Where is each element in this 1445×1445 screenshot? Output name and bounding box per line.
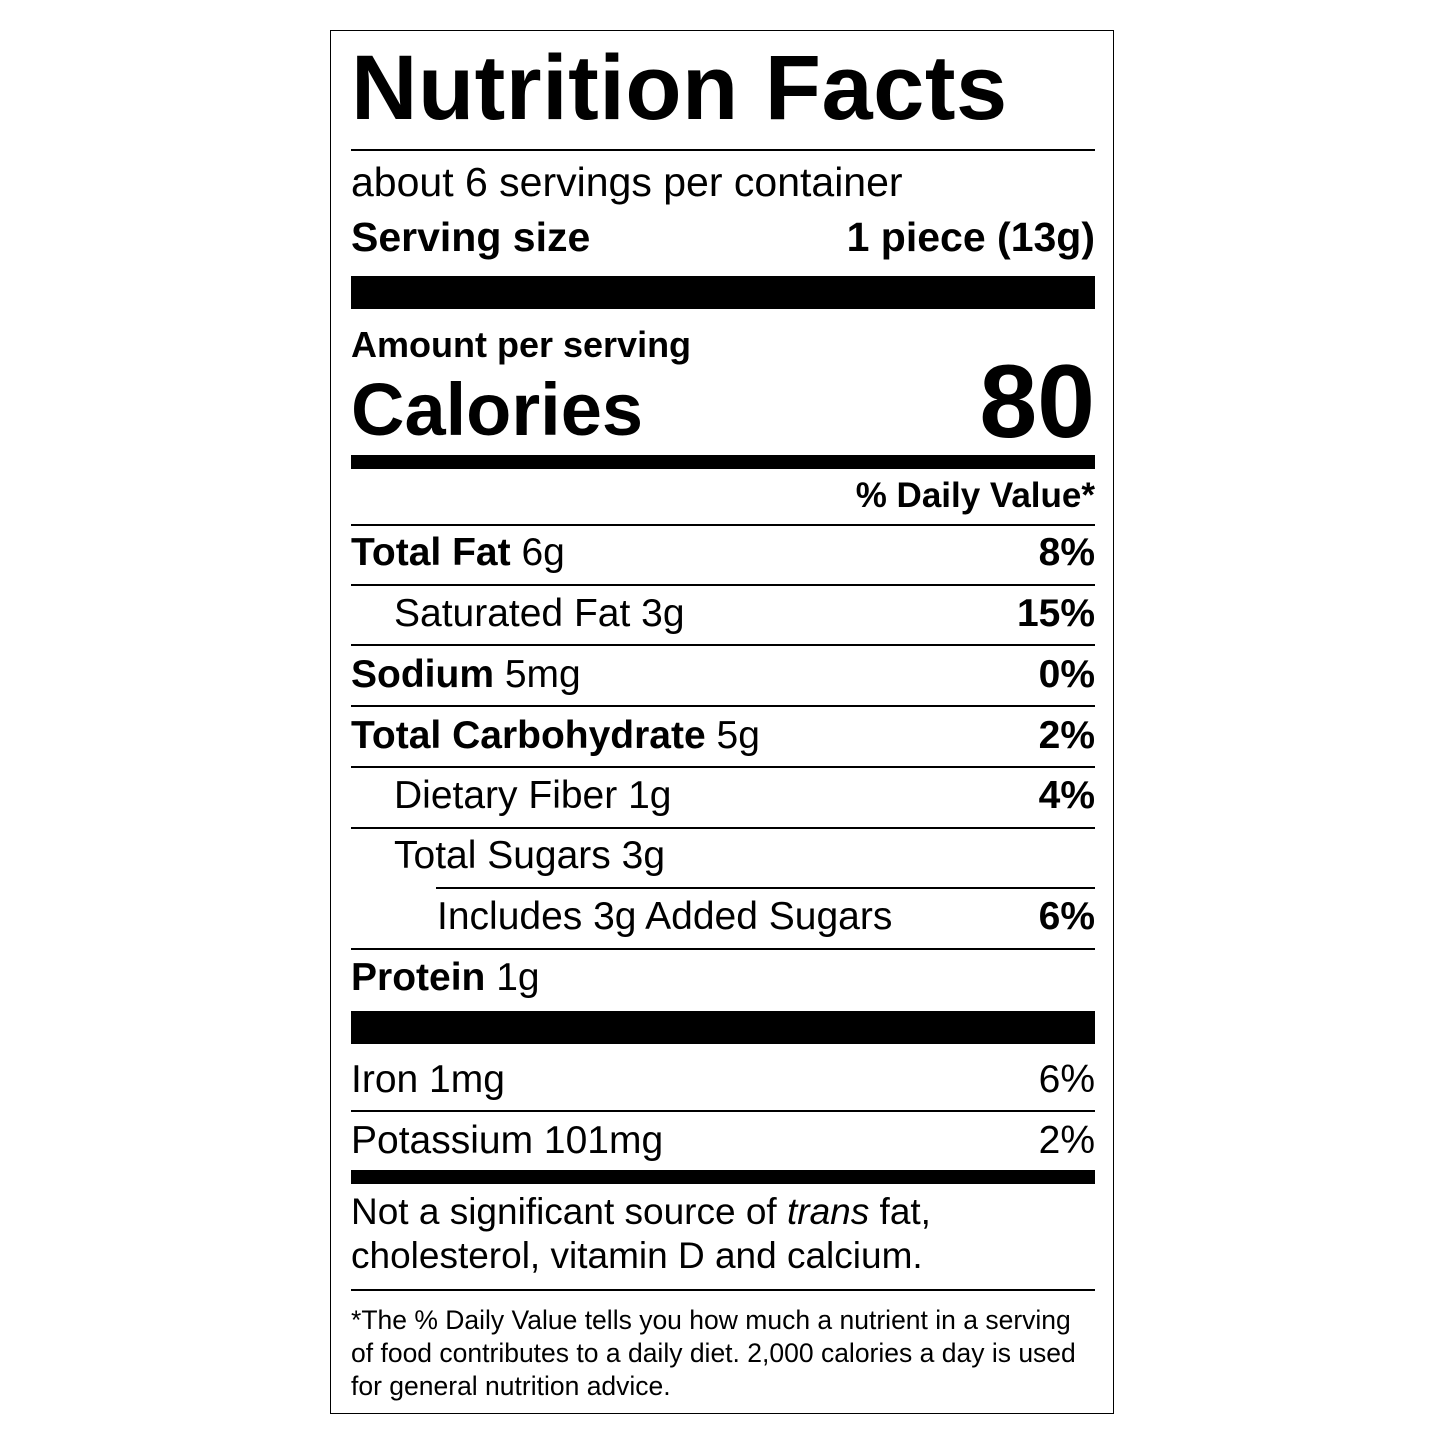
nutrient-dv: 6% — [1038, 895, 1095, 938]
nutrient-amount: 5g — [716, 714, 760, 757]
nutrient-dv: 8% — [1038, 531, 1095, 574]
nutrient-dv: 4% — [1038, 774, 1095, 817]
serving-size-label: Serving size — [351, 214, 591, 260]
nutrient-amount: 6g — [521, 531, 565, 574]
divider — [351, 149, 1095, 151]
mineral-name: Potassium 101mg — [351, 1119, 664, 1162]
divider — [351, 644, 1095, 646]
nutrition-label — [330, 30, 1114, 1414]
divider — [351, 766, 1095, 768]
nutrient-dv: 0% — [1038, 653, 1095, 696]
nutrient-name: Dietary Fiber — [394, 774, 618, 817]
divider — [351, 1110, 1095, 1112]
daily-value-header: % Daily Value* — [855, 476, 1095, 515]
divider — [351, 948, 1095, 950]
nutrient-name: Total Carbohydrate — [351, 714, 706, 757]
amount-per-serving: Amount per serving — [351, 324, 692, 365]
nutrient-amount: 1g — [496, 956, 540, 999]
mineral-row-iron: Iron 1mg 6% — [351, 1050, 1095, 1110]
nutrient-row-total-sugars: Total Sugars 3g — [351, 826, 1095, 886]
nutrient-dv: 15% — [1016, 592, 1095, 635]
nutrient-row-total-fat: Total Fat 6g 8% — [351, 523, 1095, 583]
serving-size-row: Serving size 1 piece (13g) — [351, 212, 1095, 262]
medium-bar — [351, 1170, 1095, 1184]
mineral-dv: 2% — [1038, 1119, 1095, 1162]
calories-row: Calories 80 — [351, 350, 1095, 454]
nutrient-amount: 1g — [628, 774, 672, 817]
servings-per-container: about 6 servings per container — [351, 159, 903, 205]
mineral-row-potassium: Potassium 101mg 2% — [351, 1111, 1095, 1171]
thick-bar — [351, 276, 1095, 309]
nutrient-row-saturated-fat: Saturated Fat 3g 15% — [351, 584, 1095, 644]
not-significant-note: Not a significant source of trans fat, c… — [351, 1190, 1095, 1278]
divider — [351, 584, 1095, 586]
calories-value: 80 — [979, 344, 1095, 460]
daily-value-footnote: *The % Daily Value tells you how much a … — [351, 1305, 1076, 1401]
nutrient-dv: 2% — [1038, 714, 1095, 757]
mineral-dv: 6% — [1038, 1058, 1095, 1101]
divider — [351, 705, 1095, 707]
nutrient-row-protein: Protein 1g — [351, 948, 1095, 1008]
nutrient-name: Sodium — [351, 653, 494, 696]
nutrient-amount: 3g — [641, 592, 685, 635]
nutrient-row-dietary-fiber: Dietary Fiber 1g 4% — [351, 766, 1095, 826]
serving-size-value: 1 piece (13g) — [846, 214, 1095, 260]
divider — [351, 1289, 1095, 1291]
calories-label: Calories — [351, 368, 644, 451]
note-italic: trans — [787, 1191, 870, 1232]
nutrient-name: Total Sugars — [394, 834, 611, 877]
nutrient-amount: 3g — [621, 834, 666, 877]
nutrient-name: Saturated Fat — [394, 592, 631, 635]
nutrient-name: Protein — [351, 956, 486, 999]
divider — [351, 524, 1095, 526]
note-text: fat, cholesterol, vitamin D and calcium. — [351, 1191, 931, 1276]
divider — [436, 887, 1095, 889]
nutrient-name: Includes 3g Added Sugars — [437, 895, 893, 938]
mineral-name: Iron 1mg — [351, 1058, 505, 1101]
medium-bar — [351, 455, 1095, 469]
nutrient-row-total-carbohydrate: Total Carbohydrate 5g 2% — [351, 706, 1095, 766]
note-text: Not a significant source of — [351, 1191, 787, 1232]
nutrient-amount: 5mg — [504, 653, 581, 696]
nutrient-row-sodium: Sodium 5mg 0% — [351, 645, 1095, 705]
divider — [351, 827, 1095, 829]
nutrient-name: Total Fat — [351, 531, 511, 574]
nutrient-row-added-sugars: Includes 3g Added Sugars 6% — [351, 887, 1095, 947]
label-title: Nutrition Facts — [351, 37, 1008, 139]
thick-bar — [351, 1011, 1095, 1044]
